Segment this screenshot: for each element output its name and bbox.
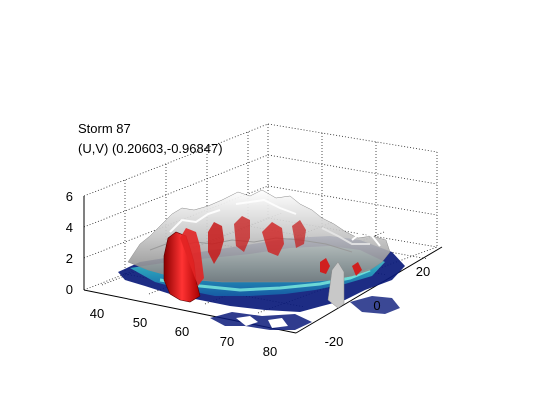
surface-spike <box>327 261 345 309</box>
y-tick-label: 0 <box>373 298 380 313</box>
z-ticks: 6 4 2 0 <box>66 189 73 297</box>
core-layer <box>163 216 362 303</box>
x-tick-label: 70 <box>220 334 234 349</box>
y-tick-label: 20 <box>416 264 430 279</box>
x-tick-label: 50 <box>133 315 147 330</box>
y-tick-label: -20 <box>325 334 344 349</box>
x-tick-label: 40 <box>90 306 104 321</box>
title-line-2: (U,V) (0.20603,-0.96847) <box>78 141 223 156</box>
y-ticks: -20 0 20 <box>325 264 431 349</box>
x-tick-label: 80 <box>263 344 277 359</box>
z-tick-label: 0 <box>66 282 73 297</box>
z-tick-label: 2 <box>66 251 73 266</box>
z-tick-label: 6 <box>66 189 73 204</box>
chart-title: Storm 87 (U,V) (0.20603,-0.96847) <box>78 121 223 156</box>
x-ticks: 40 50 60 70 80 <box>90 306 277 359</box>
z-tick-label: 4 <box>66 220 73 235</box>
x-tick-label: 60 <box>175 324 189 339</box>
title-line-1: Storm 87 <box>78 121 131 136</box>
